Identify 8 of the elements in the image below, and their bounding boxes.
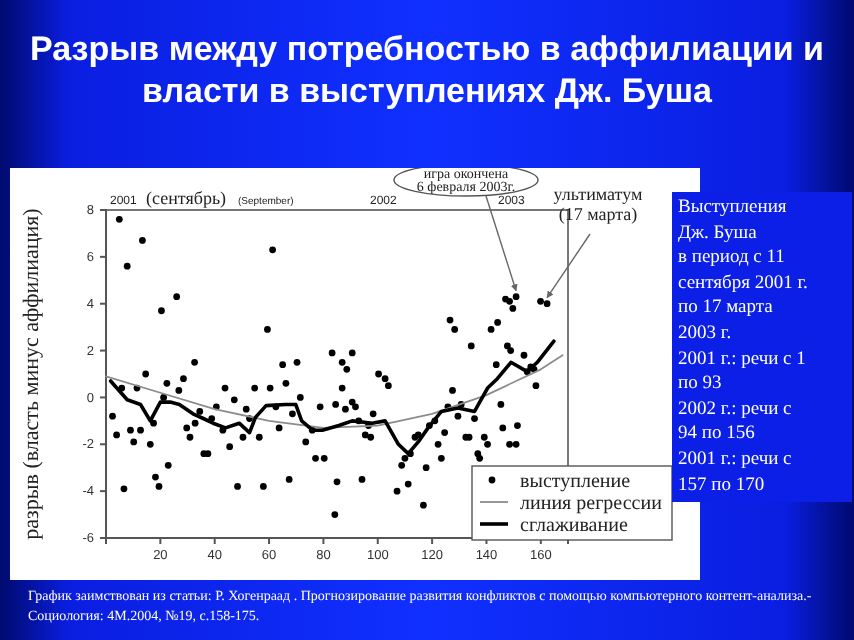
- legend-label: выступление: [520, 471, 632, 493]
- text: Выступления Дж. Буша в период с 11 сентября 2001 г. по 17 марта 2003 г. 2001 г.: речи с 1 по 93 2002 г.: речи с 94 по 156 2001 г.: речи с 157 по 170: [678, 198, 808, 496]
- text: (сентябрь): [146, 188, 227, 208]
- chart-title: Разрыв между потребностью в аффилиации и власти в выступлениях Дж. Буша: [28, 28, 826, 112]
- legend-label: сглаживание: [520, 515, 629, 537]
- y-axis-title: разрыв (власть минус аффилиация): [20, 207, 44, 540]
- line-series: [105, 354, 564, 429]
- legend-label: линия регрессии: [520, 493, 664, 515]
